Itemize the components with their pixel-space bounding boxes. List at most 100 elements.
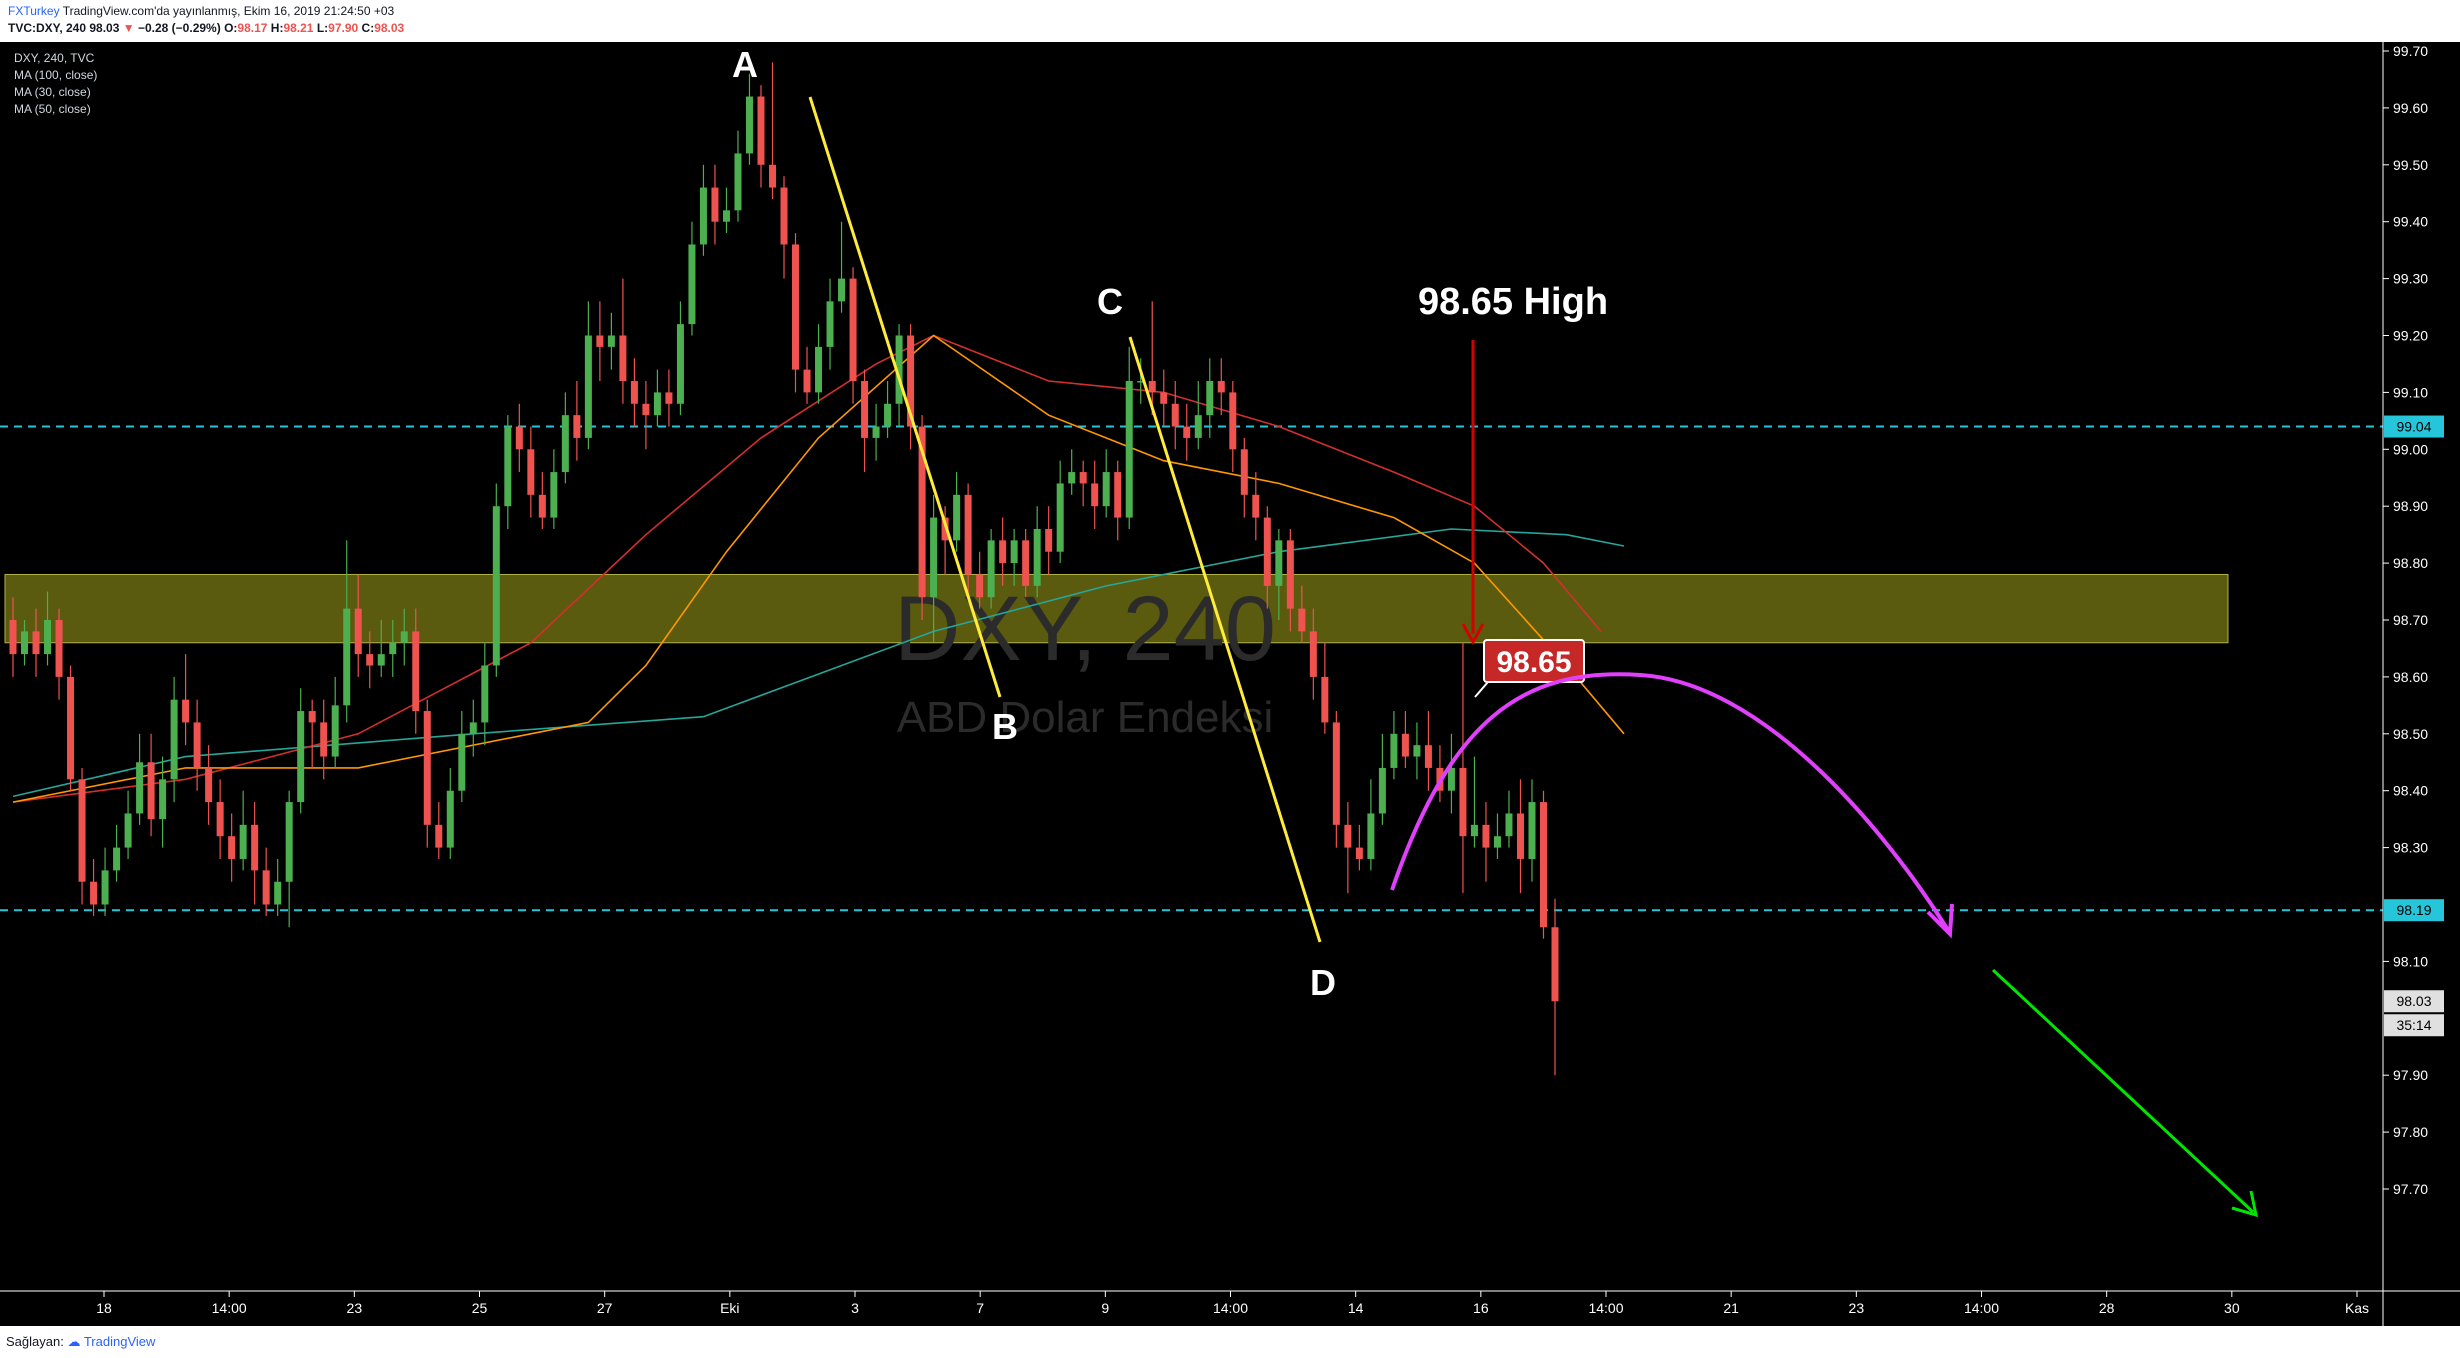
candle [964, 483, 972, 598]
candle-body [228, 836, 236, 859]
symbol-ohlc: TVC:DXY, 240 98.03 ▼ −0.28 (−0.29%) O:98… [8, 21, 404, 35]
candle [308, 699, 316, 768]
candle-body [1056, 483, 1064, 552]
candle [1390, 711, 1398, 780]
candle [884, 381, 892, 438]
candle [101, 847, 109, 916]
candle [354, 574, 362, 677]
candle-body [159, 779, 167, 820]
y-tick-label: 97.90 [2393, 1067, 2428, 1083]
projection-arc-arrow-icon [1926, 903, 1954, 939]
candle [1493, 813, 1501, 859]
candle [1551, 898, 1559, 1076]
candle [1528, 779, 1536, 882]
candle [1539, 790, 1547, 939]
candle-body [665, 392, 673, 404]
candle-body [1493, 836, 1501, 848]
x-tick-label: 23 [347, 1300, 363, 1316]
candle [1194, 381, 1202, 450]
symbol-label[interactable]: TVC:DXY, 240 [8, 21, 87, 35]
price-chart[interactable]: DXY, 240 ABD Dolar Endeksi A B C D 98.65… [0, 42, 2460, 1326]
tradingview-logo-icon: ☁ [67, 1334, 81, 1349]
candle-body [1206, 381, 1214, 416]
candle [1022, 528, 1030, 598]
candle-body [1033, 528, 1041, 586]
x-tick-label: 27 [597, 1300, 613, 1316]
candle [1125, 346, 1133, 529]
candle-body [458, 733, 466, 791]
wave-label-a: A [732, 44, 758, 85]
candle-body [1447, 767, 1455, 791]
candle [1459, 642, 1467, 894]
candle-body [1194, 415, 1202, 438]
price-label-box [2384, 899, 2444, 922]
close-value: 98.03 [374, 21, 405, 35]
candle [953, 472, 961, 552]
candle-body [492, 506, 500, 666]
y-tick-label: 99.00 [2393, 441, 2428, 457]
high-value: 98.21 [283, 21, 314, 35]
wave-label-d: D [1310, 962, 1336, 1003]
candle [1206, 358, 1214, 438]
candle-body [976, 574, 984, 598]
candle [446, 767, 454, 859]
x-tick-label: 28 [2099, 1300, 2115, 1316]
candle [1137, 358, 1145, 404]
publish-info: FXTurkey TradingView.com'da yayınlanmış,… [8, 4, 394, 18]
candle-body [596, 335, 604, 347]
candle [550, 449, 558, 529]
candle [55, 608, 63, 700]
candle [1010, 528, 1018, 586]
candle-body [1229, 392, 1237, 450]
candle-body [193, 722, 201, 768]
candle-body [1309, 631, 1317, 677]
candle-body [619, 335, 627, 382]
candle [389, 620, 397, 677]
candle-body [297, 711, 305, 803]
candle-body [1068, 472, 1076, 484]
y-tick-label: 98.60 [2393, 669, 2428, 685]
candle [1482, 802, 1490, 882]
candle-body [1390, 733, 1398, 768]
watermark-name: ABD Dolar Endeksi [897, 693, 1274, 742]
candle-body [745, 96, 753, 154]
moving-average-line [12, 528, 1625, 798]
candle [435, 802, 443, 859]
candle [193, 699, 201, 791]
candle-body [642, 403, 650, 416]
target-arrow-head-icon [2231, 1190, 2258, 1218]
candle [400, 608, 408, 666]
candle [216, 779, 224, 859]
publisher-link[interactable]: FXTurkey [8, 4, 60, 18]
support-resistance-zone [4, 573, 2229, 644]
candle-body [918, 426, 926, 598]
candle [9, 597, 17, 677]
candle [90, 858, 98, 916]
candle-body [67, 676, 75, 780]
candle [113, 824, 121, 882]
candle-body [1091, 483, 1099, 507]
candle-body [1022, 540, 1030, 586]
candle-body [1332, 722, 1340, 825]
footer-brand[interactable]: TradingView [83, 1334, 156, 1349]
candle [366, 631, 374, 689]
high-callout-text: 98.65 [1496, 646, 1571, 679]
y-tick-label: 98.70 [2393, 612, 2428, 628]
candle [987, 528, 995, 609]
y-tick-label: 99.10 [2393, 384, 2428, 400]
candle [861, 369, 869, 473]
y-tick-label: 99.20 [2393, 328, 2428, 344]
candle [343, 540, 351, 723]
candle-body [1240, 449, 1248, 495]
candle-body [872, 426, 880, 438]
candle [607, 312, 615, 370]
candle [1160, 369, 1168, 427]
candle-body [446, 790, 454, 848]
candle-body [147, 762, 155, 820]
candle-body [1528, 802, 1536, 859]
candle [1148, 301, 1156, 416]
candle [976, 551, 984, 609]
x-tick-label: 14:00 [1964, 1300, 1999, 1316]
y-tick-label: 97.80 [2393, 1124, 2428, 1140]
candle-body [1148, 381, 1156, 393]
